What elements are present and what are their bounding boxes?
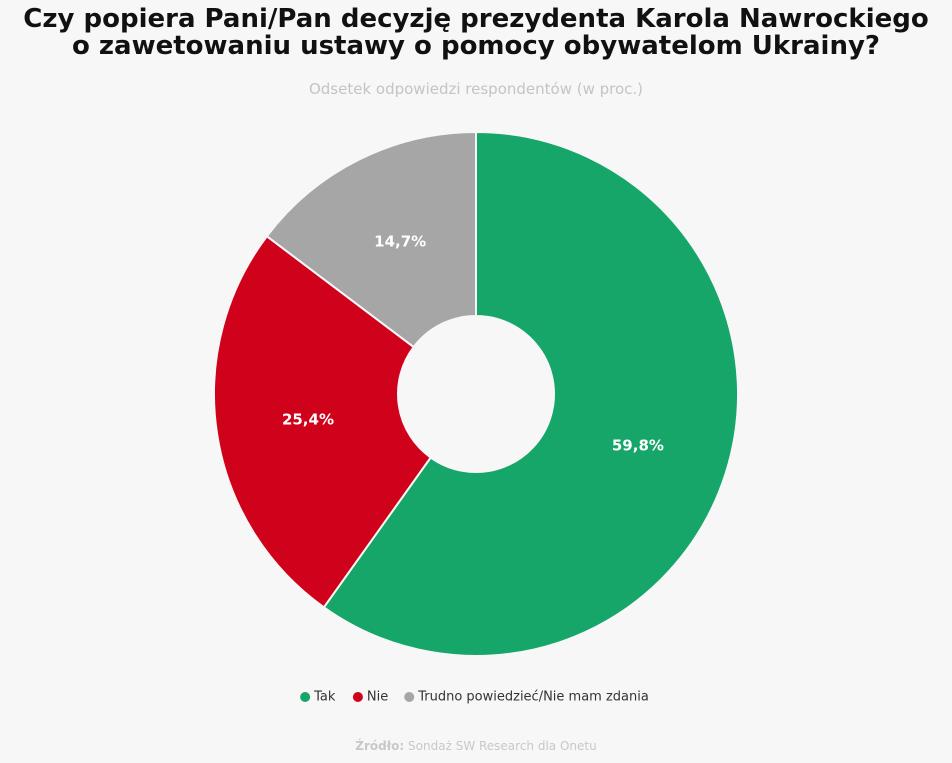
slice <box>213 234 433 609</box>
legend-marker <box>300 692 311 702</box>
slice <box>322 130 739 657</box>
source: Źródło: Sondaż SW Research dla Onetu <box>0 739 952 753</box>
value-label: 25,4% <box>282 410 334 428</box>
legend-marker <box>352 692 363 702</box>
legend-label: Tak <box>313 690 336 705</box>
source-label: Źródło: <box>355 739 405 753</box>
legend-label: Trudno powiedzieć/Nie mam zdania <box>417 690 649 705</box>
chart-subtitle: Odsetek odpowiedzi respondentów (w proc.… <box>308 80 644 98</box>
value-label: 14,7% <box>374 232 426 250</box>
source-text: Sondaż SW Research dla Onetu <box>408 739 597 753</box>
chart-title: Czy popiera Pani/Pan decyzję prezydenta … <box>23 4 929 61</box>
slice <box>265 130 477 349</box>
legend-marker <box>404 692 415 702</box>
legend-label: Nie <box>367 690 388 705</box>
value-label: 59,8% <box>612 436 664 454</box>
